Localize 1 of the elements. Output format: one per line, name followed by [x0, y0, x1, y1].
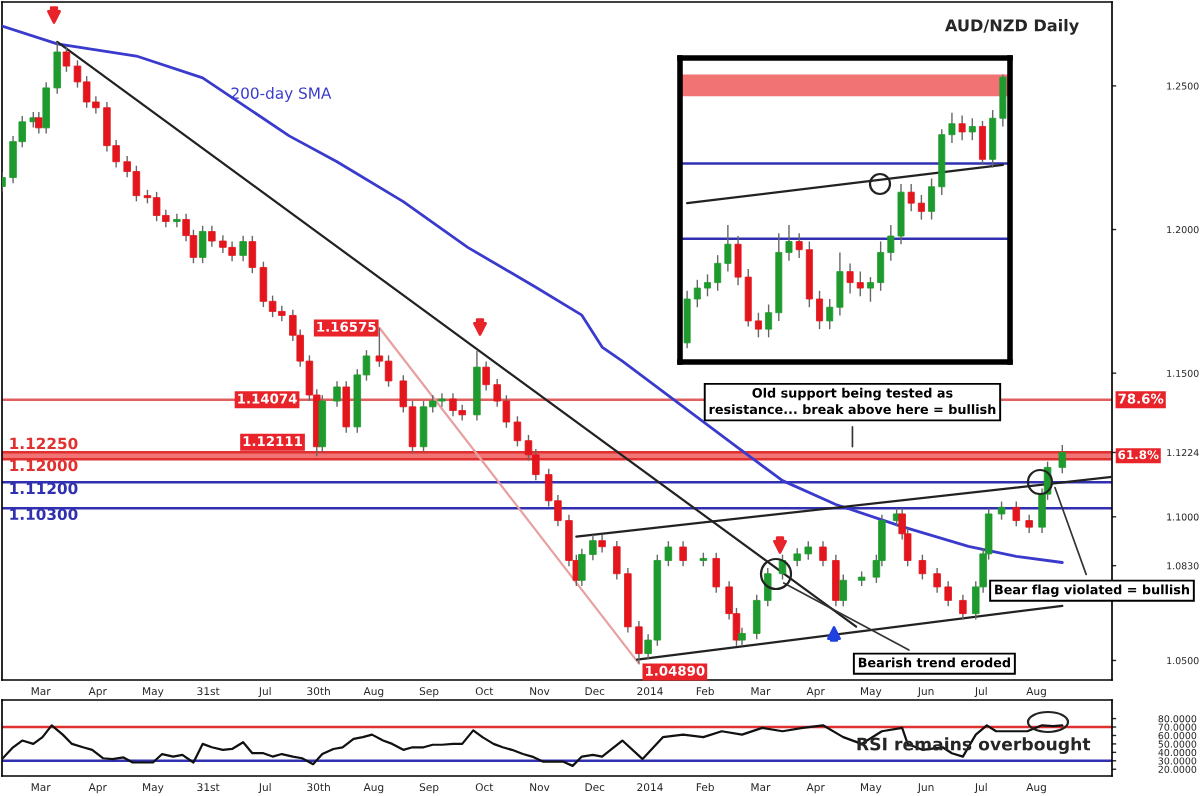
text: AUD/NZD Daily	[945, 18, 1079, 35]
